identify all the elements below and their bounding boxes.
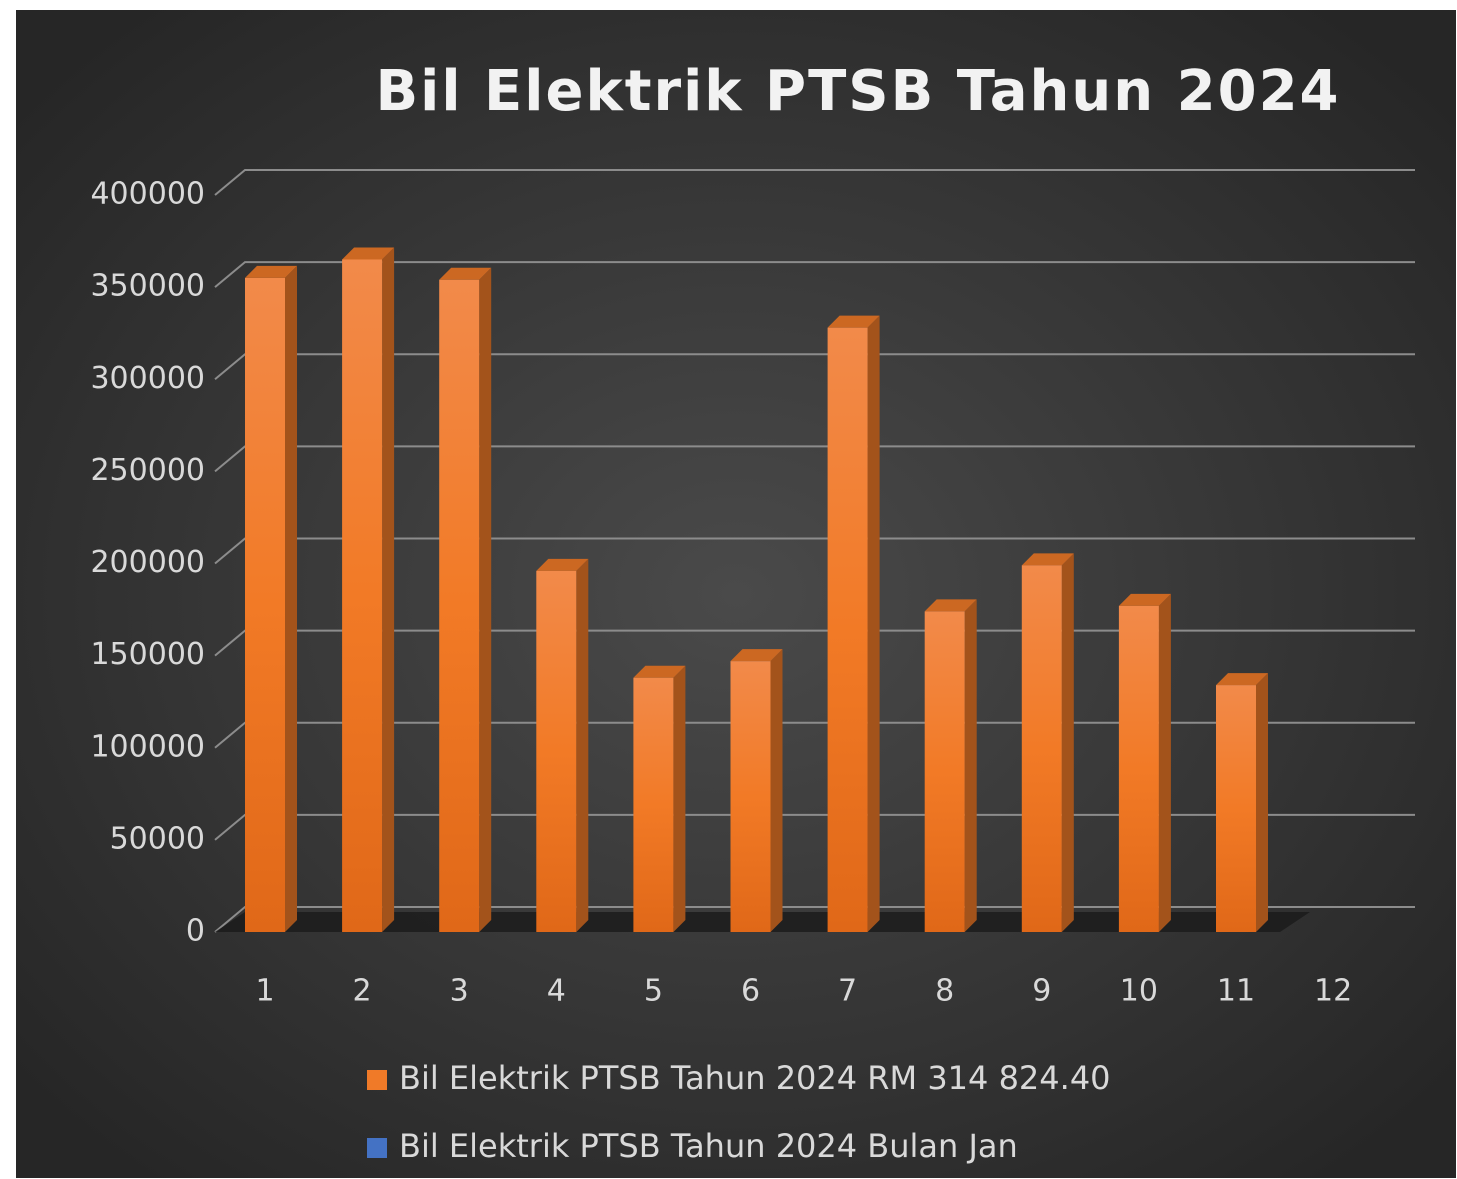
bar-side — [1158, 593, 1171, 932]
bar — [730, 661, 771, 932]
legend: Bil Elektrik PTSB Tahun 2024 RM 314 824.… — [367, 1059, 1111, 1165]
bar-side — [1061, 553, 1074, 932]
y-tick-label: 350000 — [90, 269, 205, 304]
y-tick-label: 250000 — [90, 453, 205, 488]
x-tick-label: 1 — [255, 974, 274, 1009]
bar-top — [924, 599, 977, 612]
y-tick-label: 300000 — [90, 361, 205, 396]
bar-side — [673, 665, 686, 932]
bars: 1 2 3 4 5 6 7 8 9 10 11 12 — [245, 247, 1352, 1009]
y-tick-label: 150000 — [90, 637, 205, 672]
y-tick-label: 100000 — [90, 729, 205, 764]
bar-top — [730, 649, 783, 662]
bar — [1216, 685, 1256, 932]
chart-title: Bil Elektrik PTSB Tahun 2024 — [375, 59, 1340, 124]
bar-side — [576, 558, 589, 932]
x-tick-label: 7 — [838, 974, 857, 1009]
bar — [342, 259, 383, 932]
bar-top — [1118, 593, 1171, 606]
bar — [827, 327, 868, 932]
bar-top — [342, 247, 395, 260]
bar-top — [1216, 673, 1268, 686]
grid-line — [214, 261, 1415, 288]
legend-label: Bil Elektrik PTSB Tahun 2024 RM 314 824.… — [399, 1059, 1111, 1097]
bar — [1118, 605, 1159, 932]
x-tick-label: 12 — [1314, 974, 1352, 1009]
x-tick-label: 5 — [644, 974, 663, 1009]
legend-swatch — [367, 1070, 387, 1090]
x-tick-label: 9 — [1032, 974, 1051, 1009]
bar-top — [536, 558, 589, 571]
x-tick-label: 8 — [935, 974, 954, 1009]
bar — [633, 677, 674, 932]
bar-top — [245, 265, 297, 278]
bar-side — [1256, 673, 1268, 932]
x-tick-label: 3 — [450, 974, 469, 1009]
bar-top — [1021, 553, 1074, 566]
bar-side — [479, 267, 492, 932]
legend-swatch — [367, 1138, 387, 1158]
grid-line — [214, 169, 1415, 196]
bar — [1021, 565, 1062, 932]
legend-label: Bil Elektrik PTSB Tahun 2024 Bulan Jan — [399, 1127, 1018, 1165]
bar — [439, 279, 480, 932]
y-tick-label: 0 — [186, 914, 205, 949]
bar-side — [285, 265, 297, 933]
bar-side — [382, 247, 395, 933]
x-tick-label: 2 — [353, 974, 372, 1009]
bar-side — [964, 599, 977, 932]
x-tick-label: 4 — [547, 974, 566, 1009]
y-tick-label: 400000 — [90, 177, 205, 212]
y-tick-label: 50000 — [110, 821, 205, 856]
x-tick-label: 6 — [741, 974, 760, 1009]
bar — [536, 570, 577, 932]
x-tick-label: 10 — [1120, 974, 1158, 1009]
bar-top — [827, 315, 880, 328]
y-tick-label: 200000 — [90, 545, 205, 580]
bar-side — [867, 315, 880, 932]
bar-top — [633, 665, 686, 678]
bar-side — [770, 649, 783, 932]
x-tick-label: 11 — [1217, 974, 1255, 1009]
bar-top — [439, 267, 492, 280]
bar — [245, 277, 285, 933]
bar — [924, 611, 965, 932]
